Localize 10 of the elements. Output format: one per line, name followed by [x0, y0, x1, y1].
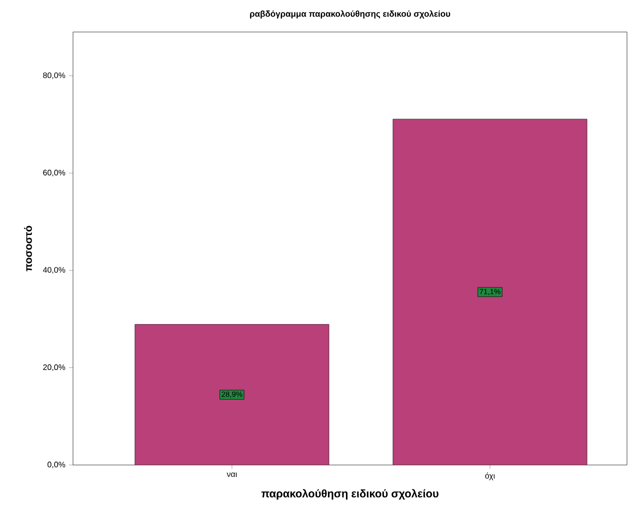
- y-tick-label: 80,0%: [43, 72, 66, 80]
- y-tick-label: 20,0%: [43, 364, 66, 371]
- x-axis-title: παρακολούθηση ειδικού σχολείου: [261, 489, 438, 500]
- y-axis-title: ποσοστό: [24, 226, 32, 272]
- y-tick-label: 40,0%: [42, 267, 66, 274]
- chart-title: ραβδόγραμμα παρακολούθησης ειδικού σχολείου: [250, 10, 450, 18]
- x-tick-label: ναι: [226, 472, 237, 477]
- x-tick-label: όχι: [485, 472, 495, 480]
- y-tick-label: 60,0%: [43, 170, 66, 176]
- y-tick-label: 0,0%: [48, 462, 66, 468]
